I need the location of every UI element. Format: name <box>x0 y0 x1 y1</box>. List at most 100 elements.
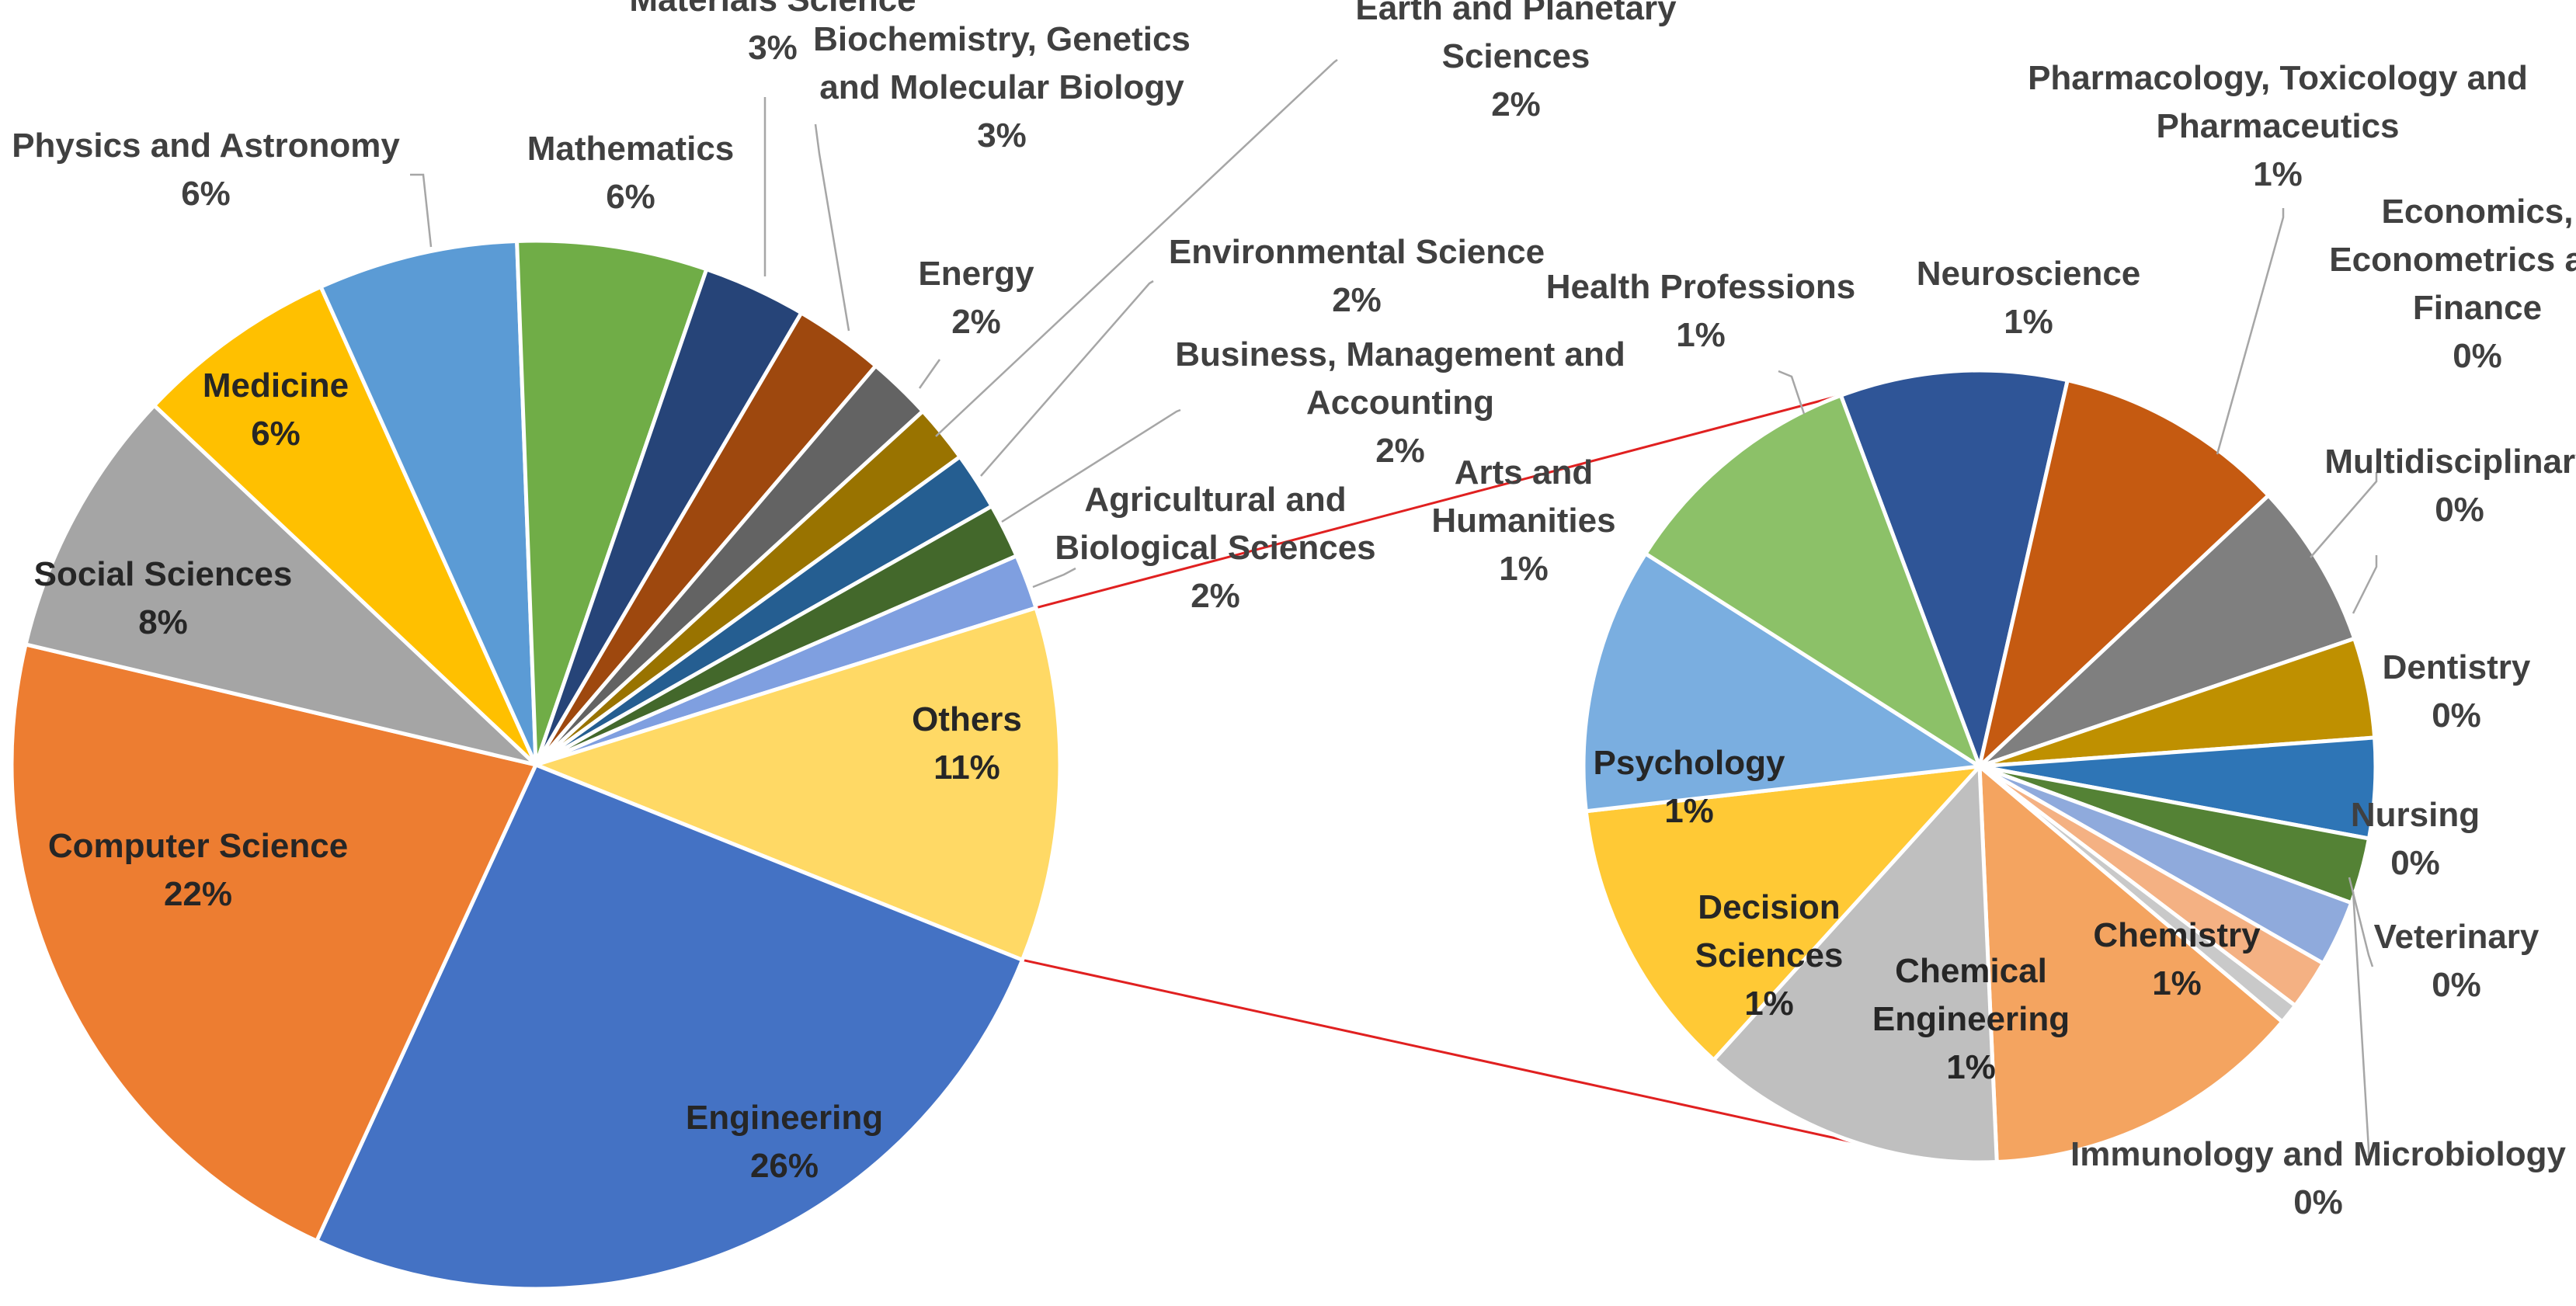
sub-slice-health-professions <box>1838 368 2070 769</box>
main-pct-environmental-science: 2% <box>1332 281 1382 319</box>
sub-pct-psychology: 1% <box>1664 792 1714 830</box>
sub-slice-chemical-engineering <box>1712 764 1999 1165</box>
main-leader-environmental-science <box>980 280 1154 477</box>
sub-pct-immunology-and-microbiology: 0% <box>2293 1183 2343 1221</box>
sub-leader-health-professions <box>1778 370 1806 415</box>
sub-label-psychology: Psychology 1% <box>1594 744 1785 830</box>
sub-label-nursing: Nursing 0% <box>2351 796 2480 882</box>
main-label-energy: Energy 2% <box>918 255 1034 341</box>
sub-slice-arts-and-humanities <box>1643 393 1982 769</box>
sub-label-dentistry: Dentistry 0% <box>2383 648 2531 735</box>
main-pct-computer-science: 22% <box>164 875 232 913</box>
sub-name-decision-sciences: Decision <box>1698 888 1840 926</box>
sub-name-arts-and-humanities: Humanities <box>1431 502 1615 540</box>
sub-slice-neuroscience <box>1977 378 2271 769</box>
sub-pct-decision-sciences: 1% <box>1744 985 1794 1023</box>
main-name-earth-and-planetary-sciences: Earth and Planetary <box>1355 0 1677 27</box>
sub-label-chemical-engineering: Chemical Engineering 1% <box>1872 952 2070 1086</box>
sub-label-health-professions: Health Professions 1% <box>1546 268 1856 354</box>
main-label-biochemistry-genetics-and-molecular-biology: Biochemistry, Genetics and Molecular Biol… <box>813 20 1191 155</box>
sub-leader-immunology-and-microbiology <box>2352 891 2370 1157</box>
others-breakdown-pie <box>1581 368 2378 1165</box>
main-pct-medicine: 6% <box>251 415 301 453</box>
main-label-agricultural-and-biological-sciences: Agricultural and Biological Sciences 2% <box>1055 481 1375 615</box>
main-name-biochemistry-genetics-and-molecular-biology: Biochemistry, Genetics <box>813 20 1191 58</box>
sub-label-economics-econometrics-and-finance: Economics, Econometrics and Finance 0% <box>2329 193 2576 375</box>
main-name-mathematics: Mathematics <box>527 130 735 168</box>
main-slice-mathematics <box>515 238 709 767</box>
sub-leader-multidisciplinary <box>2352 555 2378 614</box>
sub-name-economics-econometrics-and-finance: Finance <box>2413 289 2542 327</box>
main-pct-others: 11% <box>933 749 1000 787</box>
main-label-environmental-science: Environmental Science 2% <box>1169 233 1545 319</box>
sub-slice-chemistry <box>1977 764 2285 1165</box>
main-pct-social-sciences: 8% <box>138 603 188 641</box>
main-leader-agricultural-and-biological-sciences <box>1032 567 1076 589</box>
sub-name-pharmacology-toxicology-and-pharmaceutics: Pharmacology, Toxicology and <box>2028 59 2528 97</box>
sub-name-decision-sciences: Sciences <box>1695 936 1844 974</box>
main-label-others: Others 11% <box>912 700 1022 787</box>
sub-label-decision-sciences: Decision Sciences 1% <box>1695 888 1844 1023</box>
main-name-others: Others <box>912 700 1022 738</box>
sub-pct-dentistry: 0% <box>2432 696 2481 735</box>
sub-label-chemistry: Chemistry 1% <box>2093 916 2261 1002</box>
main-pct-agricultural-and-biological-sciences: 2% <box>1191 577 1240 615</box>
main-label-mathematics: Mathematics 6% <box>527 130 735 216</box>
main-pct-materials-science: 3% <box>748 29 798 67</box>
sub-label-immunology-and-microbiology: Immunology and Microbiology 0% <box>2070 1135 2567 1221</box>
main-label-medicine: Medicine 6% <box>203 366 349 453</box>
main-name-engineering: Engineering <box>686 1099 883 1137</box>
sub-pct-chemical-engineering: 1% <box>1946 1048 1996 1086</box>
connector-line-bottom <box>1022 958 1858 1144</box>
main-name-environmental-science: Environmental Science <box>1169 233 1545 271</box>
main-slice-physics-and-astronomy <box>318 238 538 767</box>
main-pct-physics-and-astronomy: 6% <box>181 175 231 213</box>
sub-name-dentistry: Dentistry <box>2383 648 2531 686</box>
sub-name-pharmacology-toxicology-and-pharmaceutics: Pharmaceutics <box>2156 107 2399 145</box>
sub-label-neuroscience: Neuroscience 1% <box>1917 255 2141 341</box>
pie-connector-lines <box>1022 394 1858 1144</box>
sub-name-health-professions: Health Professions <box>1546 268 1856 306</box>
sub-slice-psychology <box>1581 551 1982 814</box>
main-name-agricultural-and-biological-sciences: Agricultural and <box>1084 481 1346 519</box>
main-leader-biochemistry-genetics-and-molecular-biology <box>814 123 850 332</box>
main-pct-mathematics: 6% <box>606 178 655 216</box>
main-pct-engineering: 26% <box>750 1147 819 1185</box>
main-name-biochemistry-genetics-and-molecular-biology: and Molecular Biology <box>819 68 1184 106</box>
main-leader-business-management-and-accounting <box>1001 408 1181 523</box>
slice-labels: Agricultural and Biological Sciences 2% Oth… <box>12 0 2576 1221</box>
main-label-engineering: Engineering 26% <box>686 1099 883 1185</box>
sub-pct-arts-and-humanities: 1% <box>1499 550 1549 588</box>
main-slice-social-sciences <box>23 403 538 767</box>
main-name-earth-and-planetary-sciences: Sciences <box>1442 37 1590 75</box>
main-slice-computer-science <box>9 642 538 1243</box>
sub-name-nursing: Nursing <box>2351 796 2480 834</box>
main-slice-engineering <box>315 762 1024 1291</box>
sub-name-chemical-engineering: Chemical <box>1895 952 2047 990</box>
sub-name-arts-and-humanities: Arts and <box>1455 453 1593 491</box>
sub-leader-economics-econometrics-and-finance <box>2310 472 2378 558</box>
sub-name-economics-econometrics-and-finance: Econometrics and <box>2329 241 2576 279</box>
main-label-business-management-and-accounting: Business, Management and Accounting 2% <box>1175 335 1625 470</box>
sub-name-multidisciplinary: Multidisciplinary <box>2324 443 2576 481</box>
sub-pct-nursing: 0% <box>2390 844 2440 882</box>
sub-leader-veterinary <box>2348 877 2374 967</box>
main-name-medicine: Medicine <box>203 366 349 405</box>
main-name-business-management-and-accounting: Accounting <box>1306 384 1494 422</box>
main-label-social-sciences: Social Sciences 8% <box>34 555 293 641</box>
main-pct-earth-and-planetary-sciences: 2% <box>1491 85 1541 123</box>
main-name-social-sciences: Social Sciences <box>34 555 293 593</box>
sub-slice-decision-sciences <box>1583 764 1982 1062</box>
main-slice-business-management-and-accounting <box>534 504 1019 767</box>
main-leader-physics-and-astronomy <box>410 173 433 248</box>
main-label-computer-science: Computer Science 22% <box>48 827 348 913</box>
sub-name-veterinary: Veterinary <box>2374 918 2539 956</box>
main-label-physics-and-astronomy: Physics and Astronomy 6% <box>12 127 400 213</box>
sub-pct-chemistry: 1% <box>2152 964 2202 1002</box>
main-name-business-management-and-accounting: Business, Management and <box>1175 335 1625 373</box>
sub-label-arts-and-humanities: Arts and Humanities 1% <box>1431 453 1615 588</box>
sub-slice-pharmacology-toxicology-and-pharmaceutics <box>1977 493 2357 769</box>
main-name-computer-science: Computer Science <box>48 827 348 865</box>
sub-pct-multidisciplinary: 0% <box>2435 491 2484 529</box>
